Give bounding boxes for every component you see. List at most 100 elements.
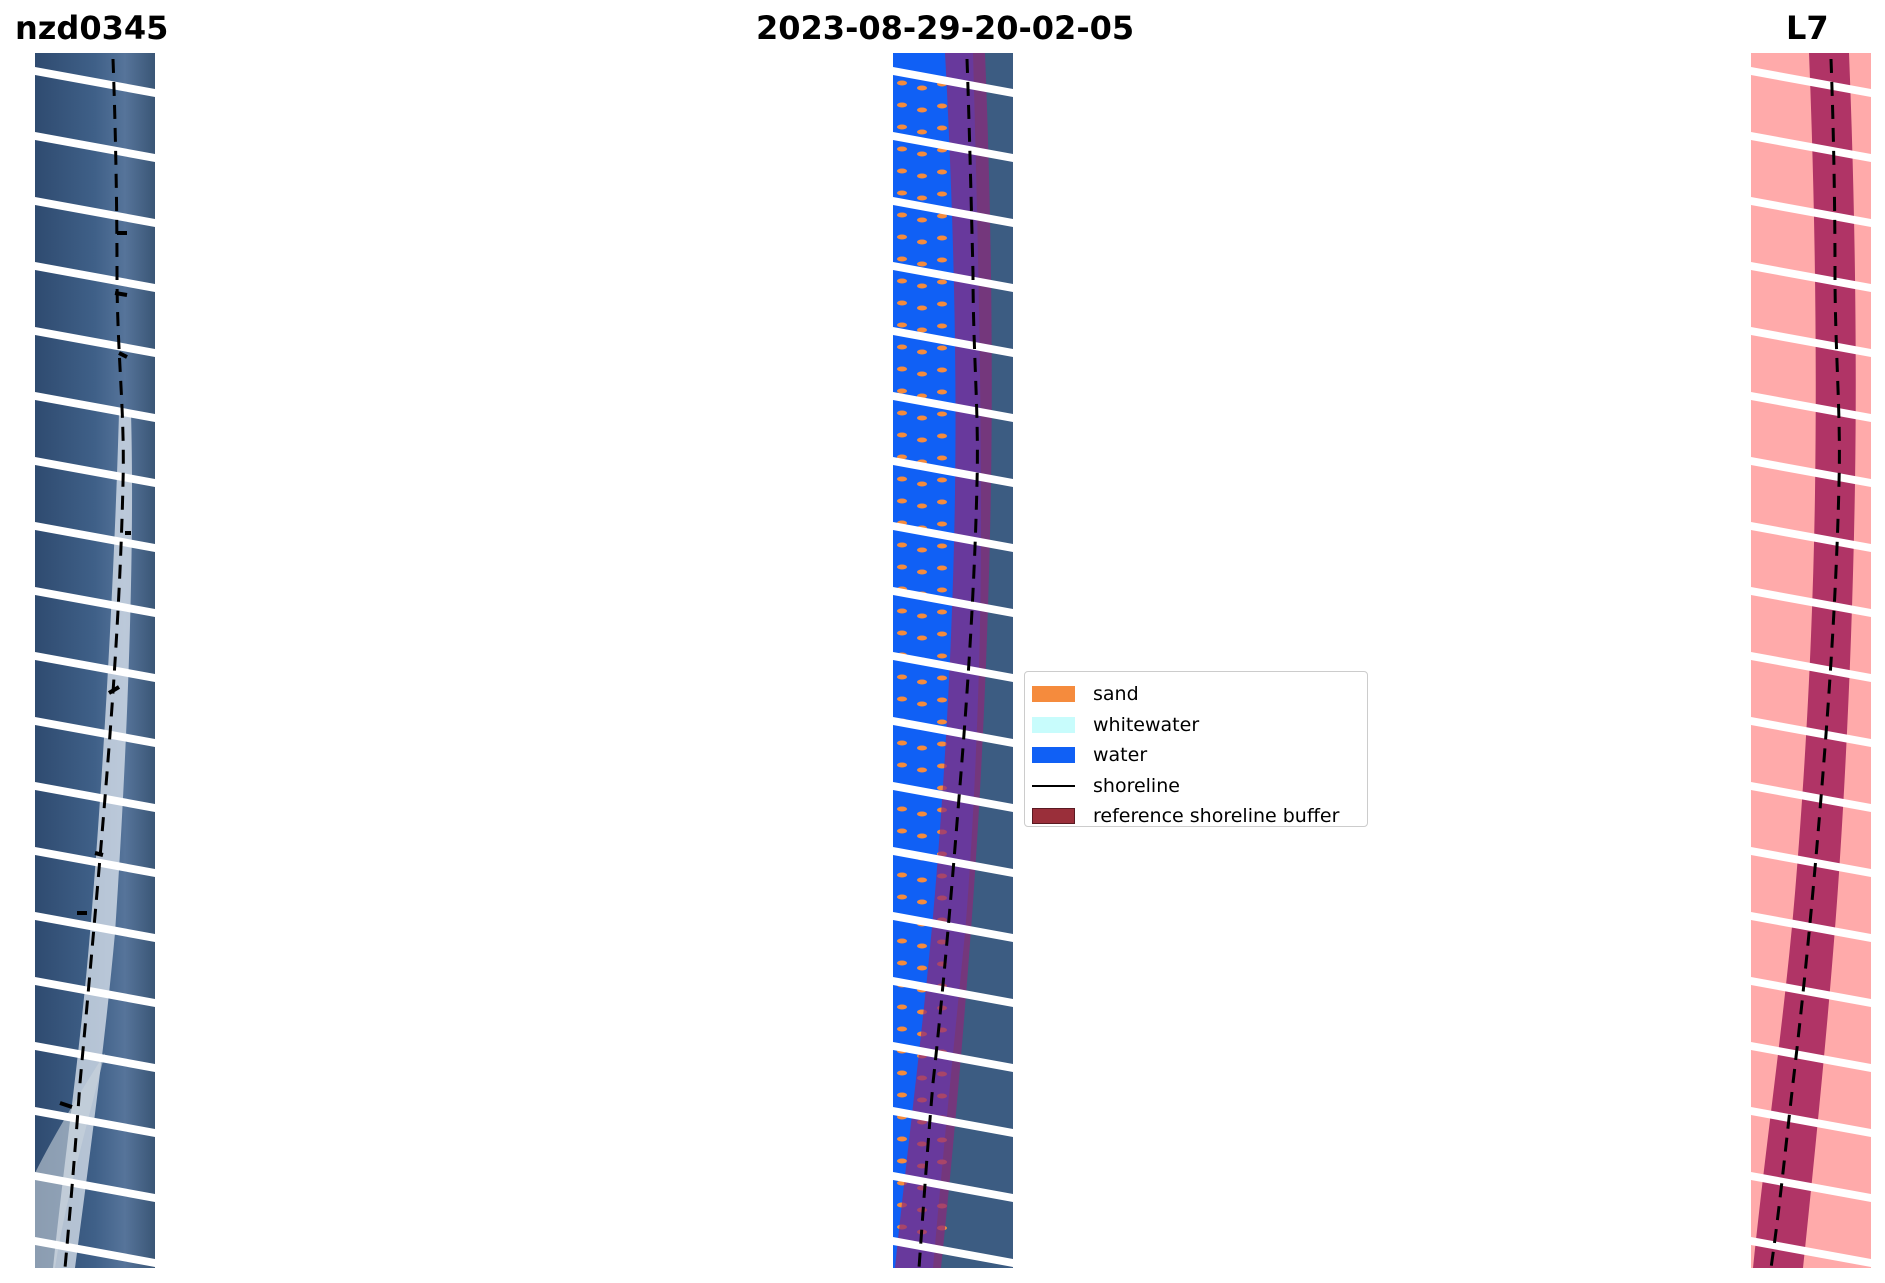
sand-patch xyxy=(937,719,947,725)
scanline-gap xyxy=(893,717,1013,747)
sand-patch xyxy=(917,745,927,751)
scanline-gap xyxy=(893,587,1013,617)
sand-patch xyxy=(897,300,907,306)
sand-patch xyxy=(897,696,907,702)
scanline-gap xyxy=(893,522,1013,552)
scanline-gap xyxy=(35,912,155,942)
sand-patch xyxy=(917,965,927,971)
classified-image xyxy=(893,53,1013,1268)
scanline-gap xyxy=(35,1172,155,1202)
scanline-gap xyxy=(35,717,155,747)
scanline-gap xyxy=(1751,782,1871,812)
sand-patch xyxy=(897,146,907,152)
scanline-gap xyxy=(1751,327,1871,357)
sand-patch xyxy=(937,543,947,549)
sand-patch xyxy=(937,323,947,329)
sand-patch xyxy=(917,701,927,707)
sand-patch xyxy=(937,521,947,527)
classified-image-canvas xyxy=(893,53,1013,1268)
sand-patch xyxy=(917,833,927,839)
legend-item-whitewater: whitewater xyxy=(1032,710,1367,741)
sand-patch xyxy=(897,234,907,240)
sand-patch xyxy=(937,477,947,483)
sand-patch xyxy=(897,1026,907,1032)
scanline-gaps xyxy=(35,67,155,1267)
scanline-gap xyxy=(1751,132,1871,162)
sand-patch xyxy=(917,151,927,157)
scanline-gap xyxy=(893,457,1013,487)
beach-area xyxy=(35,1053,105,1268)
center-panel-title: 2023-08-29-20-02-05 xyxy=(756,9,1135,47)
sand-patch xyxy=(917,85,927,91)
scanline-gap xyxy=(1751,847,1871,877)
scanline-gap xyxy=(893,392,1013,422)
sand-patch xyxy=(897,630,907,636)
legend-item-reference-shoreline-buffer: reference shoreline buffer xyxy=(1032,801,1367,832)
sand-patch xyxy=(897,1004,907,1010)
sand-patch xyxy=(897,388,907,394)
scanline-gap xyxy=(35,1042,155,1072)
shoreline-path xyxy=(917,58,979,1268)
buffer-region xyxy=(1753,53,1856,1268)
sand-patch xyxy=(937,741,947,747)
sand-patch xyxy=(937,499,947,505)
sand-patch xyxy=(917,899,927,905)
left-panel-title: nzd0345 xyxy=(15,9,169,47)
scanline-gap xyxy=(35,327,155,357)
scanline-gap xyxy=(1751,392,1871,422)
sand-patch xyxy=(897,564,907,570)
scanline-gap xyxy=(1751,1107,1871,1137)
scanline-gap xyxy=(35,1237,155,1267)
scanline-gap xyxy=(893,652,1013,682)
scanline-gap xyxy=(35,457,155,487)
scanline-gap xyxy=(893,262,1013,292)
rgb-satellite-image xyxy=(35,53,155,1268)
sand-patch xyxy=(937,455,947,461)
sand-patch xyxy=(937,191,947,197)
sand-patch xyxy=(917,503,927,509)
rgb-image-canvas xyxy=(35,53,155,1268)
land-area xyxy=(933,53,1013,1268)
scanline-gap xyxy=(893,1107,1013,1137)
sand-patch xyxy=(937,389,947,395)
sand-patch xyxy=(937,213,947,219)
right-panel-title: L7 xyxy=(1786,9,1829,47)
sand-patch xyxy=(937,345,947,351)
scanline-gap xyxy=(1751,197,1871,227)
scanline-gap xyxy=(35,782,155,812)
scanline-gap xyxy=(1751,67,1871,97)
sand-patch xyxy=(897,476,907,482)
scanline-gap xyxy=(893,912,1013,942)
sand-patch xyxy=(917,481,927,487)
scanline-gap xyxy=(35,847,155,877)
sand-patch xyxy=(897,542,907,548)
sand-patch xyxy=(897,1136,907,1142)
scanline-gap xyxy=(893,847,1013,877)
scanline-gap xyxy=(35,197,155,227)
mask-canvas xyxy=(1751,53,1871,1268)
sand-patch xyxy=(897,1158,907,1164)
sand-patch xyxy=(917,547,927,553)
sand-patch xyxy=(917,437,927,443)
scanline-gap xyxy=(35,522,155,552)
scanline-gap xyxy=(1751,1237,1871,1267)
sand-patch xyxy=(917,261,927,267)
sand-patch xyxy=(917,283,927,289)
legend-item-water: water xyxy=(1032,740,1367,771)
shoreline-fragments xyxy=(59,231,131,1109)
sand-patch xyxy=(917,877,927,883)
sand-patch xyxy=(917,613,927,619)
sand-patch xyxy=(937,631,947,637)
scanline-gap xyxy=(893,197,1013,227)
sand-patch xyxy=(897,498,907,504)
scanline-gap xyxy=(893,327,1013,357)
sand-patch xyxy=(897,674,907,680)
legend-label: shoreline xyxy=(1093,774,1180,797)
sand-patch xyxy=(897,80,907,86)
sand-patch xyxy=(897,190,907,196)
scanline-gap xyxy=(893,1172,1013,1202)
scanline-gap xyxy=(35,977,155,1007)
sand-patch xyxy=(937,411,947,417)
sand-patch xyxy=(937,257,947,263)
sand-patch xyxy=(917,305,927,311)
